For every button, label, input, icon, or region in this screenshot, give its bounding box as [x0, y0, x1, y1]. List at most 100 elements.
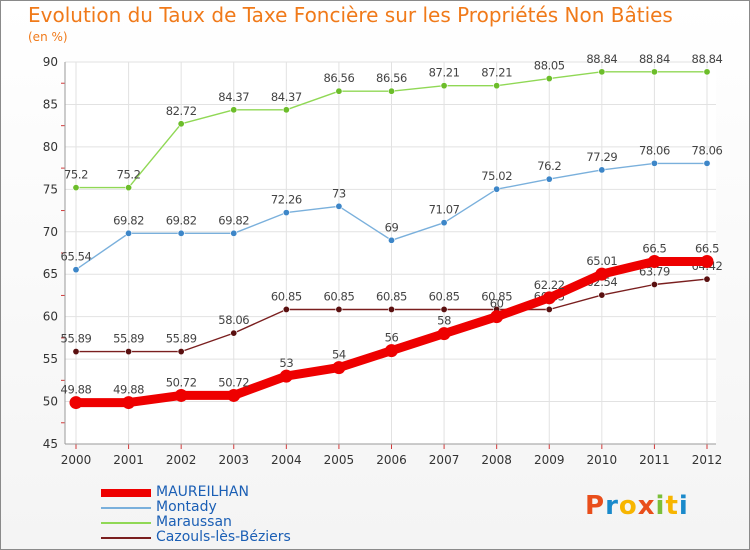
y-unit-label: (en %) [28, 30, 68, 44]
data-point-maraussan [125, 184, 133, 192]
data-point-maraussan [387, 87, 395, 95]
data-label-cazouls-les-beziers: 60.85 [271, 289, 302, 303]
data-label-maraussan: 86.56 [323, 71, 354, 85]
data-label-cazouls-les-beziers: 55.89 [166, 332, 197, 346]
legend-label: Montady [156, 499, 217, 515]
data-label-montady: 69.82 [166, 213, 197, 227]
data-label-montady: 69 [385, 220, 399, 234]
data-label-maureilhan: 53 [279, 356, 293, 370]
logo-letter: i [655, 491, 666, 521]
data-point-maraussan [493, 82, 501, 90]
data-point-montady [230, 229, 238, 237]
data-label-maraussan: 86.56 [376, 71, 407, 85]
data-point-cazouls-les-beziers [545, 305, 553, 313]
data-point-montady [598, 166, 606, 174]
x-tick-label: 2011 [639, 453, 670, 467]
legend-label: Maraussan [156, 514, 232, 530]
data-label-maraussan: 82.72 [166, 104, 197, 118]
legend-item-montady: Montady [101, 499, 351, 515]
data-point-montady [282, 209, 290, 217]
y-tick-label: 45 [43, 437, 58, 451]
x-tick-label: 2001 [113, 453, 144, 467]
data-label-maraussan: 88.84 [692, 52, 723, 66]
data-point-cazouls-les-beziers [703, 275, 711, 283]
data-point-maraussan [545, 75, 553, 83]
data-point-montady [72, 266, 80, 274]
data-label-maraussan: 84.37 [271, 90, 302, 104]
logo-letter: P [585, 491, 606, 521]
logo-letter: t [665, 491, 679, 521]
logo-letter: r [605, 491, 619, 521]
data-label-montady: 72.26 [271, 193, 302, 207]
data-point-cazouls-les-beziers [72, 348, 80, 356]
x-tick-label: 2000 [61, 453, 92, 467]
data-point-montady [493, 185, 501, 193]
data-point-maureilhan [385, 344, 398, 358]
data-point-maraussan [282, 106, 290, 114]
y-tick-label: 75 [43, 182, 58, 196]
data-point-cazouls-les-beziers [440, 305, 448, 313]
logo-letter: i [678, 491, 689, 521]
data-point-maraussan [598, 68, 606, 76]
data-label-maureilhan: 50.72 [218, 375, 249, 389]
data-label-maureilhan: 66.5 [695, 241, 719, 255]
plot-area [65, 62, 716, 444]
data-point-cazouls-les-beziers [282, 305, 290, 313]
data-point-montady [545, 175, 553, 183]
data-point-cazouls-les-beziers [177, 348, 185, 356]
x-tick-label: 2002 [166, 453, 197, 467]
chart-title: Evolution du Taux de Taxe Foncière sur l… [28, 3, 673, 27]
legend-swatch [101, 522, 151, 524]
data-label-montady: 76.2 [537, 159, 561, 173]
data-label-montady: 65.54 [61, 250, 92, 264]
y-tick-label: 70 [43, 225, 58, 239]
data-point-montady [125, 229, 133, 237]
data-point-cazouls-les-beziers [650, 280, 658, 288]
data-point-montady [387, 236, 395, 244]
data-point-maureilhan [542, 291, 556, 305]
data-label-cazouls-les-beziers: 60.85 [429, 289, 460, 303]
legend-swatch [101, 489, 151, 497]
line-chart: 45 50 55 60 65 70 75 80 85 90 2000 2001 2002 2003 2004… [43, 52, 723, 467]
y-tick-label: 80 [43, 140, 58, 154]
data-label-maraussan: 88.84 [639, 52, 670, 66]
data-point-montady [650, 159, 658, 167]
data-point-maureilhan [122, 396, 136, 410]
x-tick-label: 2005 [324, 453, 355, 467]
data-point-maureilhan [227, 388, 241, 402]
x-tick-label: 2008 [481, 453, 512, 467]
data-point-montady [335, 202, 343, 210]
y-tick-label: 90 [43, 55, 58, 69]
legend-item-maureilhan: MAUREILHAN [101, 484, 351, 500]
x-tick-label: 2010 [587, 453, 618, 467]
y-tick-label: 85 [43, 97, 58, 111]
data-point-montady [177, 229, 185, 237]
y-tick-label: 55 [43, 352, 58, 366]
data-point-maureilhan [490, 310, 504, 324]
data-point-cazouls-les-beziers [387, 305, 395, 313]
data-point-montady [703, 159, 711, 167]
data-point-maraussan [440, 82, 448, 90]
data-label-montady: 69.82 [113, 213, 144, 227]
data-point-maureilhan [700, 254, 714, 268]
data-label-montady: 78.06 [639, 143, 670, 157]
data-label-montady: 75.02 [481, 169, 512, 183]
data-label-cazouls-les-beziers: 63.79 [639, 264, 670, 278]
data-point-maraussan [72, 184, 80, 192]
data-point-montady [440, 219, 448, 227]
data-point-cazouls-les-beziers [125, 348, 133, 356]
data-label-cazouls-les-beziers: 60.85 [376, 289, 407, 303]
data-label-maureilhan: 50.72 [166, 375, 197, 389]
data-label-maureilhan: 60 [490, 297, 504, 311]
data-point-maureilhan [279, 369, 293, 383]
data-point-maureilhan [332, 361, 346, 375]
data-point-maraussan [703, 68, 711, 76]
legend-swatch [101, 537, 151, 539]
legend-label: MAUREILHAN [156, 484, 249, 500]
data-label-maureilhan: 58 [437, 314, 451, 328]
logo-letter: x [637, 491, 656, 521]
data-label-maraussan: 87.21 [429, 66, 460, 80]
legend-label: Cazouls-lès-Béziers [156, 529, 291, 545]
y-tick-label: 60 [43, 310, 58, 324]
data-label-maureilhan: 65.01 [586, 254, 617, 268]
